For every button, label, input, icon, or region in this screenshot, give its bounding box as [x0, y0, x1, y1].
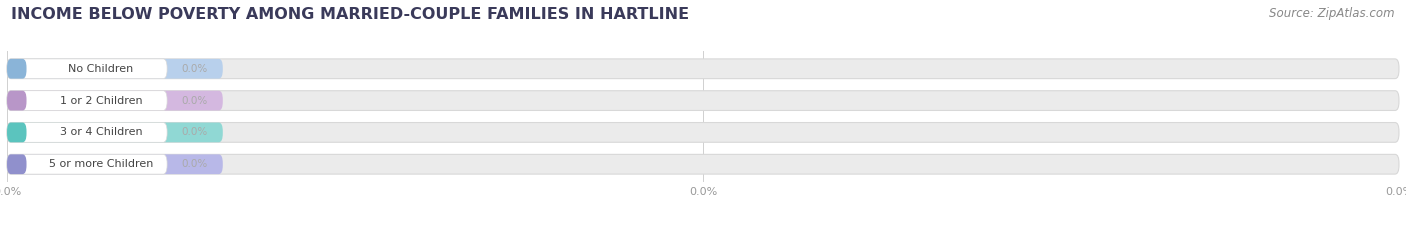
FancyBboxPatch shape [7, 123, 222, 142]
FancyBboxPatch shape [7, 123, 1399, 142]
Text: 5 or more Children: 5 or more Children [49, 159, 153, 169]
FancyBboxPatch shape [7, 154, 167, 174]
FancyBboxPatch shape [7, 59, 1399, 79]
FancyBboxPatch shape [7, 91, 1399, 110]
FancyBboxPatch shape [7, 154, 1399, 174]
Text: 0.0%: 0.0% [181, 96, 208, 106]
FancyBboxPatch shape [7, 91, 167, 110]
FancyBboxPatch shape [7, 91, 222, 110]
FancyBboxPatch shape [7, 154, 27, 174]
FancyBboxPatch shape [7, 91, 27, 110]
Text: INCOME BELOW POVERTY AMONG MARRIED-COUPLE FAMILIES IN HARTLINE: INCOME BELOW POVERTY AMONG MARRIED-COUPL… [11, 7, 689, 22]
Text: No Children: No Children [69, 64, 134, 74]
Text: 0.0%: 0.0% [181, 159, 208, 169]
Text: 1 or 2 Children: 1 or 2 Children [59, 96, 142, 106]
Text: 0.0%: 0.0% [181, 127, 208, 137]
Text: 3 or 4 Children: 3 or 4 Children [59, 127, 142, 137]
FancyBboxPatch shape [7, 59, 27, 79]
Text: Source: ZipAtlas.com: Source: ZipAtlas.com [1270, 7, 1395, 20]
FancyBboxPatch shape [7, 59, 167, 79]
FancyBboxPatch shape [7, 123, 27, 142]
Text: 0.0%: 0.0% [181, 64, 208, 74]
FancyBboxPatch shape [7, 59, 222, 79]
FancyBboxPatch shape [7, 154, 222, 174]
FancyBboxPatch shape [7, 123, 167, 142]
